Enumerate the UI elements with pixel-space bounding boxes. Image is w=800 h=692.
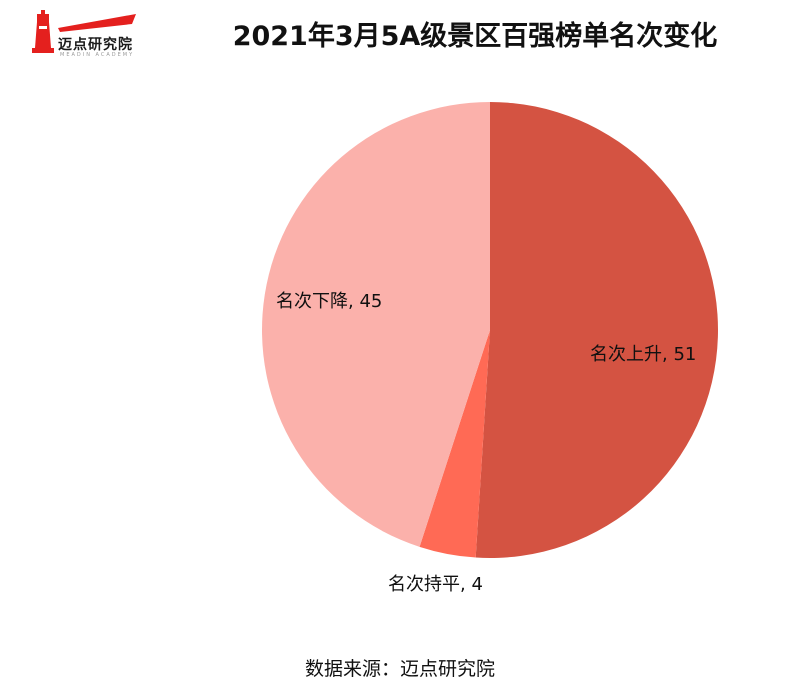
slice-label-1: 名次上升, 51 xyxy=(590,344,696,365)
pie-slice-3 xyxy=(262,102,490,547)
pie-slice-2 xyxy=(419,330,490,558)
pie-slice-1 xyxy=(475,102,718,558)
brand-name: 迈点研究院 xyxy=(58,37,133,53)
brand-swoosh-icon xyxy=(58,14,136,32)
lighthouse-icon xyxy=(32,10,54,53)
slice-label-3: 名次下降, 45 xyxy=(276,291,382,312)
brand-subtitle: MEADIN ACADEMY xyxy=(60,52,135,58)
chart-title: 2021年3月5A级景区百强榜单名次变化 xyxy=(232,21,718,52)
slice-label-2: 名次持平, 4 xyxy=(388,574,483,595)
data-source-note: 数据来源：迈点研究院 xyxy=(304,658,495,680)
brand-logo: 迈点研究院 MEADIN ACADEMY xyxy=(20,8,140,60)
